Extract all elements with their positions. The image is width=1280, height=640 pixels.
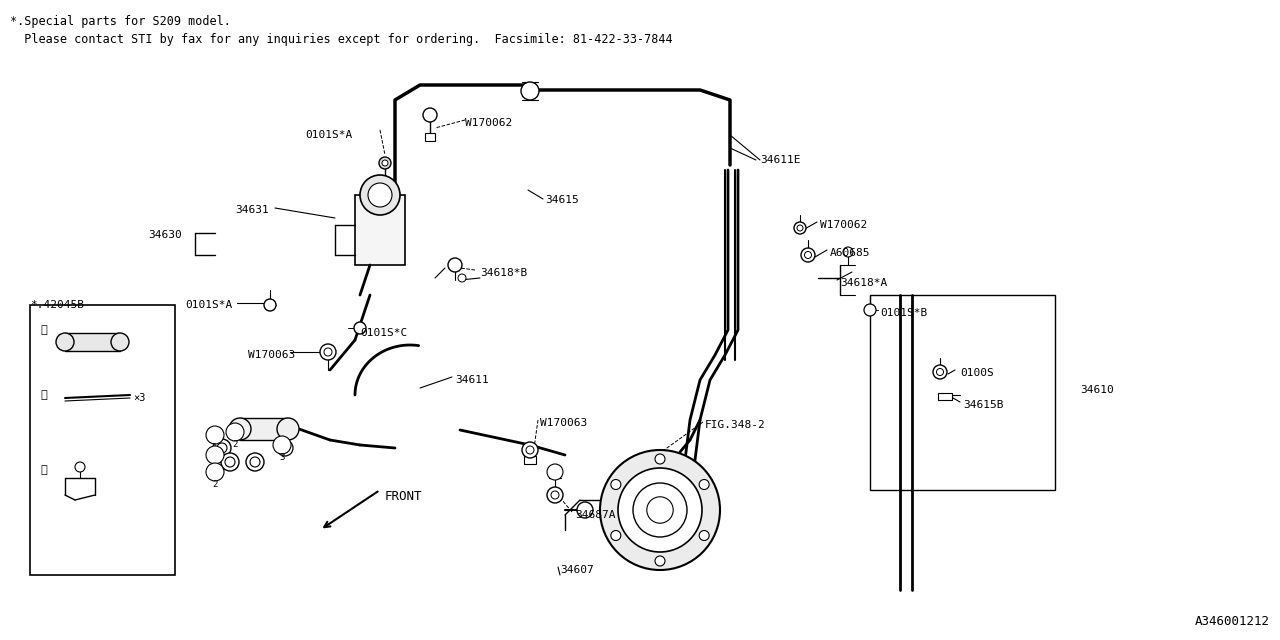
Text: 2: 2	[212, 463, 218, 472]
Circle shape	[246, 453, 264, 471]
Text: 2: 2	[232, 440, 238, 449]
Circle shape	[206, 446, 224, 464]
Text: W170063: W170063	[540, 418, 588, 428]
Bar	[355, 195, 404, 265]
Circle shape	[227, 423, 244, 441]
Bar	[524, 456, 536, 464]
Text: ③: ③	[40, 465, 47, 475]
Circle shape	[937, 369, 943, 376]
Text: 3: 3	[279, 453, 284, 462]
Circle shape	[550, 491, 559, 499]
Circle shape	[634, 483, 687, 537]
Bar	[29, 305, 175, 575]
Text: 34611E: 34611E	[760, 155, 800, 165]
Circle shape	[264, 299, 276, 311]
Text: 34618*B: 34618*B	[480, 268, 527, 278]
Circle shape	[522, 442, 538, 458]
Text: 34607: 34607	[561, 565, 594, 575]
Circle shape	[844, 247, 852, 257]
Text: 34615B: 34615B	[963, 400, 1004, 410]
Text: W170062: W170062	[820, 220, 868, 230]
Circle shape	[547, 487, 563, 503]
Circle shape	[379, 157, 390, 169]
Circle shape	[521, 82, 539, 100]
Circle shape	[111, 333, 129, 351]
Text: *.Special parts for S209 model.: *.Special parts for S209 model.	[10, 15, 230, 28]
Circle shape	[324, 348, 332, 356]
Circle shape	[422, 108, 436, 122]
Bar	[870, 295, 1055, 490]
Circle shape	[611, 479, 621, 490]
Circle shape	[369, 183, 392, 207]
Text: 34631: 34631	[236, 205, 269, 215]
Circle shape	[360, 175, 399, 215]
Text: W170063: W170063	[248, 350, 296, 360]
Text: 34618*A: 34618*A	[840, 278, 887, 288]
Circle shape	[206, 463, 224, 481]
Circle shape	[655, 556, 666, 566]
Bar	[425, 133, 435, 141]
Text: 0101S*B: 0101S*B	[881, 308, 927, 318]
Circle shape	[600, 450, 719, 570]
Circle shape	[655, 454, 666, 464]
Circle shape	[526, 87, 534, 95]
Text: ②: ②	[40, 390, 47, 400]
Circle shape	[458, 274, 466, 282]
Circle shape	[276, 418, 300, 440]
Text: 2: 2	[212, 480, 218, 489]
Circle shape	[218, 443, 227, 453]
Bar	[241, 418, 288, 440]
Text: 0101S*A: 0101S*A	[305, 130, 352, 140]
Text: A60685: A60685	[829, 248, 870, 258]
Circle shape	[577, 502, 593, 518]
Circle shape	[212, 439, 230, 457]
Circle shape	[618, 468, 701, 552]
Circle shape	[381, 160, 388, 166]
Text: W170062: W170062	[465, 118, 512, 128]
Circle shape	[522, 83, 538, 99]
Circle shape	[864, 304, 876, 316]
Text: Please contact STI by fax for any inquiries except for ordering.  Facsimile: 81-: Please contact STI by fax for any inquir…	[10, 33, 672, 46]
Circle shape	[794, 222, 806, 234]
Circle shape	[320, 344, 335, 360]
Circle shape	[206, 426, 224, 444]
Circle shape	[276, 440, 293, 456]
Text: ×3: ×3	[133, 393, 146, 403]
Bar	[65, 333, 120, 351]
Circle shape	[225, 457, 236, 467]
Text: 0100S: 0100S	[960, 368, 993, 378]
Circle shape	[646, 497, 673, 524]
Text: 34615: 34615	[545, 195, 579, 205]
Text: 0101S*A: 0101S*A	[186, 300, 232, 310]
Circle shape	[699, 479, 709, 490]
Text: 1: 1	[212, 443, 218, 452]
Text: A346001212: A346001212	[1196, 615, 1270, 628]
Circle shape	[250, 457, 260, 467]
Text: 34611: 34611	[454, 375, 489, 385]
Circle shape	[526, 446, 534, 454]
Text: FRONT: FRONT	[385, 490, 422, 503]
Circle shape	[611, 531, 621, 541]
Circle shape	[221, 453, 239, 471]
Circle shape	[448, 258, 462, 272]
Circle shape	[801, 248, 815, 262]
Circle shape	[805, 252, 812, 259]
Text: 34687A: 34687A	[575, 510, 616, 520]
Circle shape	[547, 464, 563, 480]
Text: FIG.348-2: FIG.348-2	[705, 420, 765, 430]
Circle shape	[229, 418, 251, 440]
Circle shape	[273, 436, 291, 454]
Circle shape	[56, 333, 74, 351]
Text: 0101S*C: 0101S*C	[360, 328, 407, 338]
Circle shape	[699, 531, 709, 541]
Text: 34630: 34630	[148, 230, 182, 240]
Circle shape	[797, 225, 803, 231]
Text: *.42045B: *.42045B	[29, 300, 84, 310]
Bar	[938, 393, 952, 400]
Circle shape	[933, 365, 947, 379]
Text: 34610: 34610	[1080, 385, 1114, 395]
Text: ①: ①	[40, 325, 47, 335]
Circle shape	[355, 322, 366, 334]
Circle shape	[76, 462, 84, 472]
